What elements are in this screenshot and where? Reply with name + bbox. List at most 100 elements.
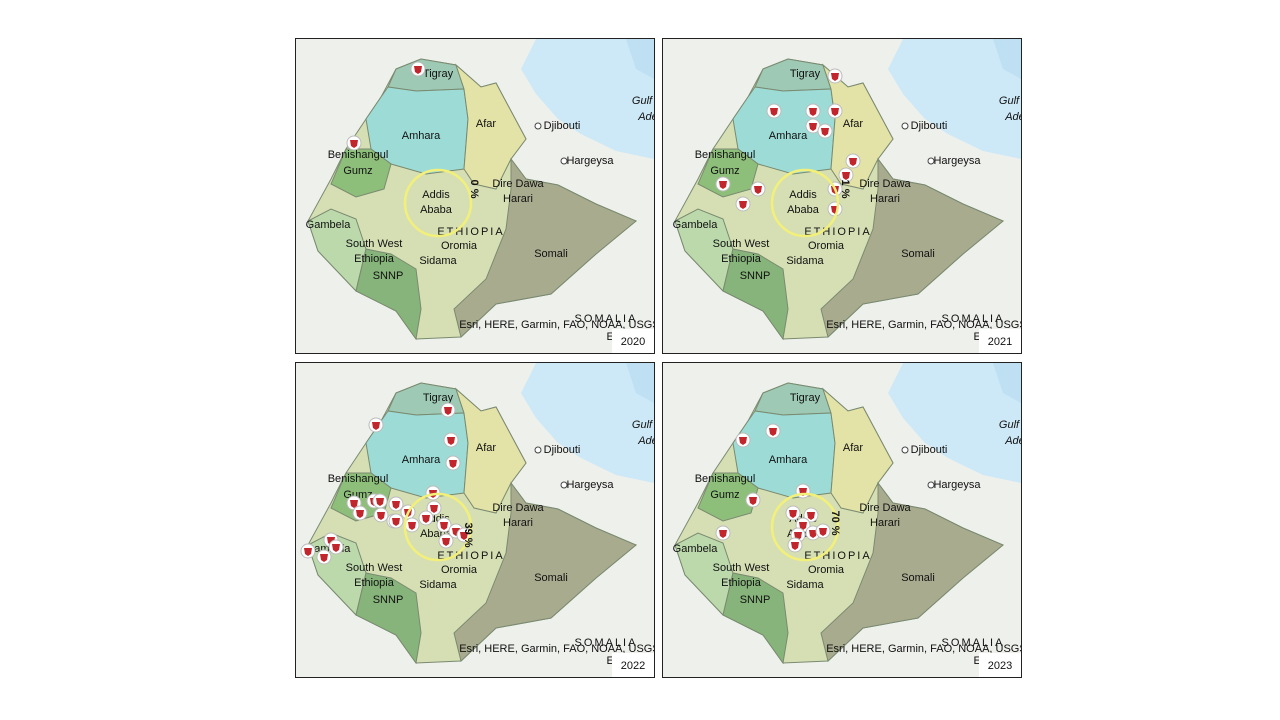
place-label: SNNP (740, 270, 771, 282)
place-label: Dire Dawa (859, 502, 911, 514)
place-label: Ethiopia (354, 253, 395, 265)
city-dot (927, 481, 935, 489)
place-label: Gulf (632, 95, 653, 107)
percent-label: 1 % (839, 180, 851, 199)
region-snnp (722, 248, 789, 341)
site-marker (388, 513, 404, 529)
marker-icon (799, 522, 807, 530)
marker-icon (460, 532, 468, 540)
place-label: Amhara (769, 130, 808, 142)
site-marker (440, 402, 456, 418)
site-marker (445, 455, 461, 471)
place-label: Addis (422, 189, 450, 201)
place-label: Amhara (402, 454, 441, 466)
place-label: Dire Dawa (492, 502, 544, 514)
marker-icon (414, 66, 422, 74)
city-dot (560, 481, 568, 489)
year-label: 2023 (988, 660, 1012, 672)
site-marker (787, 537, 803, 553)
place-label: SNNP (740, 594, 771, 606)
place-label: Somali (901, 572, 935, 584)
place-label: Hargeysa (933, 155, 981, 167)
attribution: Esri, HERE, Garmin, FAO, NOAA, USGS, (826, 643, 1021, 655)
marker-icon (809, 530, 817, 538)
site-marker (845, 153, 861, 169)
place-label: Ade (1004, 111, 1021, 123)
place-label: Benishangul (695, 473, 756, 485)
site-marker (785, 505, 801, 521)
city-dot (534, 122, 542, 130)
region-afar (454, 387, 527, 514)
marker-icon (789, 510, 797, 518)
map-panel: ETHIOPIA SOMALIA Tigray Amhara Afar Benishang… (662, 362, 1022, 678)
year-label: 2020 (621, 336, 645, 348)
site-marker (805, 118, 821, 134)
place-label: Oromia (441, 564, 478, 576)
site-marker (765, 423, 781, 439)
marker-icon (821, 128, 829, 136)
country-label: SOMALIA (942, 637, 1005, 649)
addis-highlight (403, 492, 473, 562)
marker-icon (809, 108, 817, 116)
site-marker (346, 135, 362, 151)
place-label: Harari (870, 193, 900, 205)
place-label: Hargeysa (933, 479, 981, 491)
map-panel: ETHIOPIA SOMALIA Tigray Amhara Afar Benishang… (295, 362, 655, 678)
city-dot (901, 122, 909, 130)
marker-icon (754, 186, 762, 194)
site-marker (372, 493, 388, 509)
site-marker (328, 539, 344, 555)
addis-highlight (770, 492, 840, 562)
sea (626, 39, 654, 79)
place-label: Sidama (786, 255, 824, 267)
place-label: Amhara (402, 130, 441, 142)
place-label: Oromia (808, 564, 845, 576)
site-marker (815, 523, 831, 539)
site-marker (735, 196, 751, 212)
region-amhara (365, 86, 469, 175)
place-label: Gulf (999, 419, 1020, 431)
site-marker (827, 103, 843, 119)
marker-icon (449, 460, 457, 468)
marker-icon (442, 538, 450, 546)
place-label: SNNP (373, 270, 404, 282)
site-marker (368, 417, 384, 433)
marker-icon (819, 528, 827, 536)
place-label: Ethiopia (721, 577, 762, 589)
marker-icon (376, 498, 384, 506)
place-label: Ade (637, 435, 654, 447)
site-marker (388, 496, 404, 512)
place-label: Afar (843, 442, 864, 454)
site-marker (750, 181, 766, 197)
place-label: Amhara (769, 454, 808, 466)
place-label: Somali (534, 248, 568, 260)
attribution: Esri, HERE, Garmin, FAO, NOAA, USGS, (459, 643, 654, 655)
attribution: Esri, HERE, Garmin, FAO, NOAA, USGS, (826, 319, 1021, 331)
site-marker (715, 525, 731, 541)
marker-icon (304, 548, 312, 556)
place-label: Ade (1004, 435, 1021, 447)
marker-icon (809, 123, 817, 131)
region-somali (820, 481, 1004, 662)
place-label: Sidama (419, 255, 457, 267)
site-marker (300, 543, 316, 559)
place-label: Gumz (343, 165, 372, 177)
place-label: Harari (870, 517, 900, 529)
place-label: Ababa (420, 204, 453, 216)
country-label: SOMALIA (575, 637, 638, 649)
site-marker (436, 517, 452, 533)
place-label: South West (346, 562, 403, 574)
marker-icon (719, 181, 727, 189)
place-label: Afar (476, 442, 497, 454)
region-snnp (722, 572, 789, 665)
site-marker (346, 495, 362, 511)
site-marker (352, 505, 368, 521)
city-dot (560, 157, 568, 165)
region-snnp (355, 572, 422, 665)
marker-icon (350, 140, 358, 148)
map: ETHIOPIA SOMALIA Tigray Amhara Afar Benishang… (306, 39, 654, 353)
sea (993, 363, 1021, 403)
place-label: Gulf (999, 95, 1020, 107)
place-label: Harari (503, 517, 533, 529)
site-marker (456, 527, 472, 543)
